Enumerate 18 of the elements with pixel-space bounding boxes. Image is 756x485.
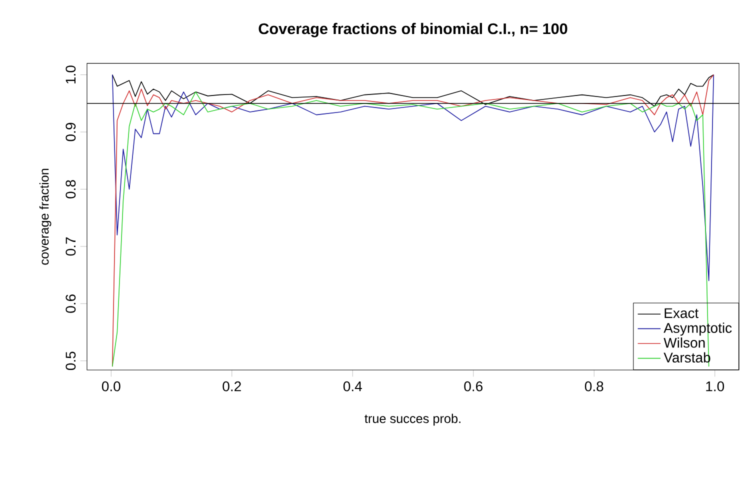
line-series — [112, 74, 714, 282]
y-tick-label: 1.0 — [66, 66, 76, 84]
x-tick-label: 0.6 — [464, 381, 482, 392]
y-tick-label: 0.8 — [66, 180, 76, 198]
legend-label: Wilson — [664, 337, 705, 348]
y-tick-label: 0.5 — [66, 352, 76, 370]
legend-label: Exact — [664, 308, 699, 318]
y-tick-label: 0.6 — [66, 294, 76, 313]
y-axis-title: coverage fraction — [39, 168, 52, 265]
chart-title: Coverage fractions of binomial C.I., n= 100 — [258, 22, 568, 38]
x-tick-label: 0.2 — [222, 381, 241, 392]
x-tick-label: 0.0 — [102, 381, 120, 392]
y-tick-label: 0.7 — [66, 237, 76, 256]
x-axis-title: true succes prob. — [364, 414, 460, 426]
x-tick-label: 1.0 — [706, 381, 724, 392]
y-tick-label: 0.9 — [66, 122, 76, 142]
x-tick-label: 0.8 — [584, 381, 604, 392]
x-tick-label: 0.4 — [343, 381, 362, 392]
